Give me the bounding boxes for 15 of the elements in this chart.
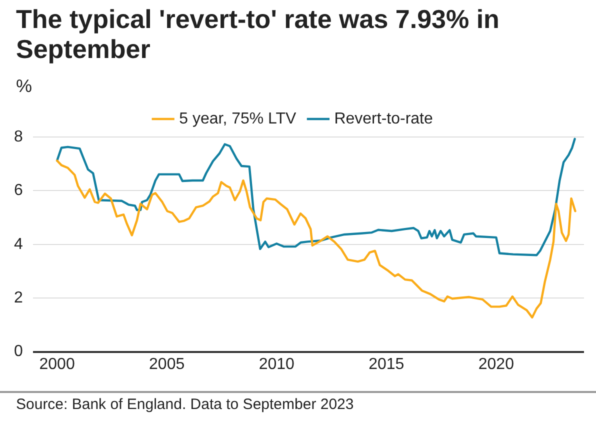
source-note: Source: Bank of England. Data to September 2023	[0, 391, 596, 413]
y-tick-label: 8	[14, 128, 23, 146]
y-tick-label: 2	[14, 290, 23, 307]
x-tick-label: 2000	[39, 356, 75, 373]
y-tick-label: 0	[14, 343, 23, 360]
x-tick-label: 2005	[149, 356, 185, 373]
legend-label: 5 year, 75% LTV	[179, 110, 297, 128]
y-axis-title: %	[15, 75, 34, 97]
chart-title: The typical 'revert-to' rate was 7.93% in September	[15, 3, 500, 64]
y-tick-label: 4	[14, 236, 23, 253]
x-tick-label: 2015	[368, 356, 404, 373]
x-tick-label: 2010	[258, 356, 295, 373]
y-tick-label: 6	[14, 182, 23, 200]
legend-label: Revert-to-rate	[334, 110, 433, 128]
x-tick-label: 2020	[478, 356, 514, 373]
